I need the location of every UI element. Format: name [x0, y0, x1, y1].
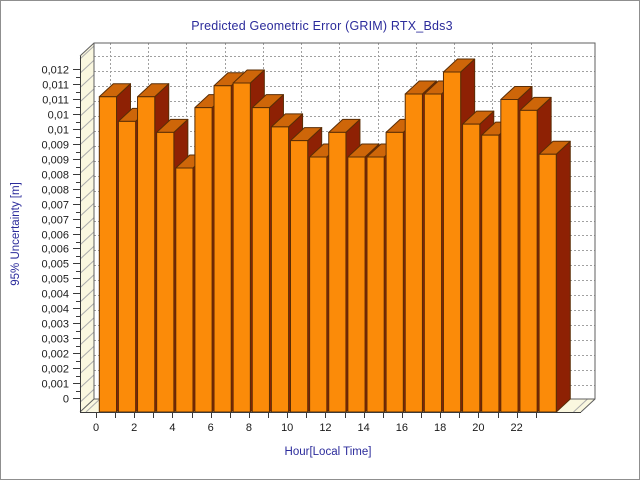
y-tick-label: 0,01	[48, 110, 69, 122]
bar-front-face	[366, 156, 385, 413]
bar-front-face	[270, 126, 290, 413]
y-tick-label: 0,008	[41, 185, 69, 197]
wall-hatch-line	[79, 117, 95, 131]
x-tick-label: 14	[358, 422, 370, 434]
wall-hatch-line	[79, 59, 95, 74]
wall-hatch-line	[79, 88, 95, 103]
wall-hatch-line	[79, 374, 95, 389]
bar-front-face	[404, 93, 423, 413]
bar-front-face	[137, 96, 156, 413]
x-tick-label: 8	[246, 422, 252, 434]
wall-hatch-line	[79, 174, 95, 189]
bar-front-face	[500, 98, 519, 413]
y-tick-label: 0,007	[41, 215, 69, 227]
bars	[98, 58, 571, 413]
x-tick-label: 20	[472, 422, 484, 434]
bar-hour-23	[538, 140, 571, 413]
floor-hatch-line	[573, 398, 588, 413]
x-tick-label: 22	[511, 422, 523, 434]
floor-corner-diagonal	[79, 398, 95, 413]
y-axis: 0,012 0,011 0,011 0,01 0,01 0,009 0,009 0,008 0,…	[41, 65, 80, 406]
bar-front-face	[309, 156, 328, 413]
wall-hatch-line	[79, 245, 95, 260]
y-tick-label: 0,002	[41, 364, 69, 376]
bar-front-face	[117, 120, 137, 413]
wall-hatch-line	[79, 360, 95, 374]
wall-hatch-line	[79, 202, 95, 217]
y-tick-label: 0,001	[41, 379, 69, 391]
y-tick-label: 0	[63, 394, 69, 406]
y-tick-label: 0,005	[41, 274, 69, 286]
wall-hatch-line	[79, 331, 95, 346]
bar-front-face	[194, 107, 213, 413]
wall-hatch-line	[79, 145, 95, 160]
wall-hatch-line	[79, 131, 95, 146]
wall-hatch-line	[79, 260, 95, 274]
bar-front-face	[538, 153, 557, 413]
wall-hatch-line	[79, 274, 95, 289]
x-tick-label: 0	[93, 422, 99, 434]
wall-hatch-line	[79, 303, 95, 317]
y-tick-label: 0,009	[41, 140, 69, 152]
bar-front-face	[213, 85, 232, 413]
wall-hatch-line	[79, 160, 95, 174]
y-tick-label: 0,004	[41, 304, 69, 316]
wall-hatch-line	[79, 45, 95, 60]
bar-front-face	[98, 96, 118, 413]
bar-front-face	[232, 82, 251, 413]
bar-front-face	[462, 123, 481, 413]
wall-hatch-line	[79, 188, 95, 203]
wall-hatch-line	[79, 231, 95, 246]
x-tick-label: 10	[281, 422, 293, 434]
y-tick-label: 0,008	[41, 170, 69, 182]
x-tick-label: 16	[396, 422, 408, 434]
bar-front-face	[328, 131, 347, 413]
y-tick-label: 0,011	[42, 95, 69, 107]
y-tick-label: 0,009	[41, 155, 69, 167]
y-tick-label: 0,005	[41, 259, 69, 271]
wall-hatch-line	[79, 317, 95, 332]
x-tick-label: 12	[319, 422, 331, 434]
floor-hatch-line	[85, 398, 101, 413]
wall-hatch-line	[79, 345, 95, 360]
x-axis: 0 2 4 6 8 10 12 14 16 18 20 22	[93, 413, 537, 434]
plot-border	[79, 42, 596, 413]
wall-hatch-line	[79, 74, 95, 88]
bar-front-face	[519, 109, 538, 413]
left-wall	[80, 43, 94, 412]
y-tick-label: 0,011	[42, 80, 69, 92]
x-tick-label: 6	[208, 422, 214, 434]
y-tick-label: 0,002	[41, 349, 69, 361]
bar-front-face	[423, 93, 443, 413]
wall-hatch-line	[79, 102, 95, 117]
y-tick-label: 0,006	[41, 244, 69, 256]
x-tick-label: 4	[169, 422, 175, 434]
x-tick-label: 18	[434, 422, 446, 434]
bar-front-face	[442, 71, 462, 413]
bar-front-face	[347, 156, 366, 413]
wall-hatch-line	[79, 388, 95, 403]
y-tick-label: 0,006	[41, 230, 69, 242]
bar-front-face	[385, 131, 404, 413]
bar-side-face	[555, 140, 571, 413]
bar-front-face	[481, 134, 500, 413]
y-tick-label: 0,007	[41, 200, 69, 212]
wall-hatch-line	[79, 217, 95, 231]
y-tick-label: 0,004	[41, 289, 69, 301]
wall-hatch-line	[79, 288, 95, 303]
y-tick-label: 0,003	[41, 334, 69, 346]
bar-front-face	[290, 140, 309, 413]
chart-title: Predicted Geometric Error (GRIM) RTX_Bds…	[191, 19, 453, 33]
bar-front-face	[251, 107, 270, 413]
bar-front-face	[175, 167, 194, 413]
y-tick-label: 0,012	[41, 65, 69, 77]
y-tick-label: 0,003	[41, 319, 69, 331]
x-axis-title: Hour[Local Time]	[284, 446, 372, 458]
y-tick-label: 0,01	[48, 125, 69, 137]
x-tick-label: 2	[131, 422, 137, 434]
bar-front-face	[156, 131, 175, 413]
